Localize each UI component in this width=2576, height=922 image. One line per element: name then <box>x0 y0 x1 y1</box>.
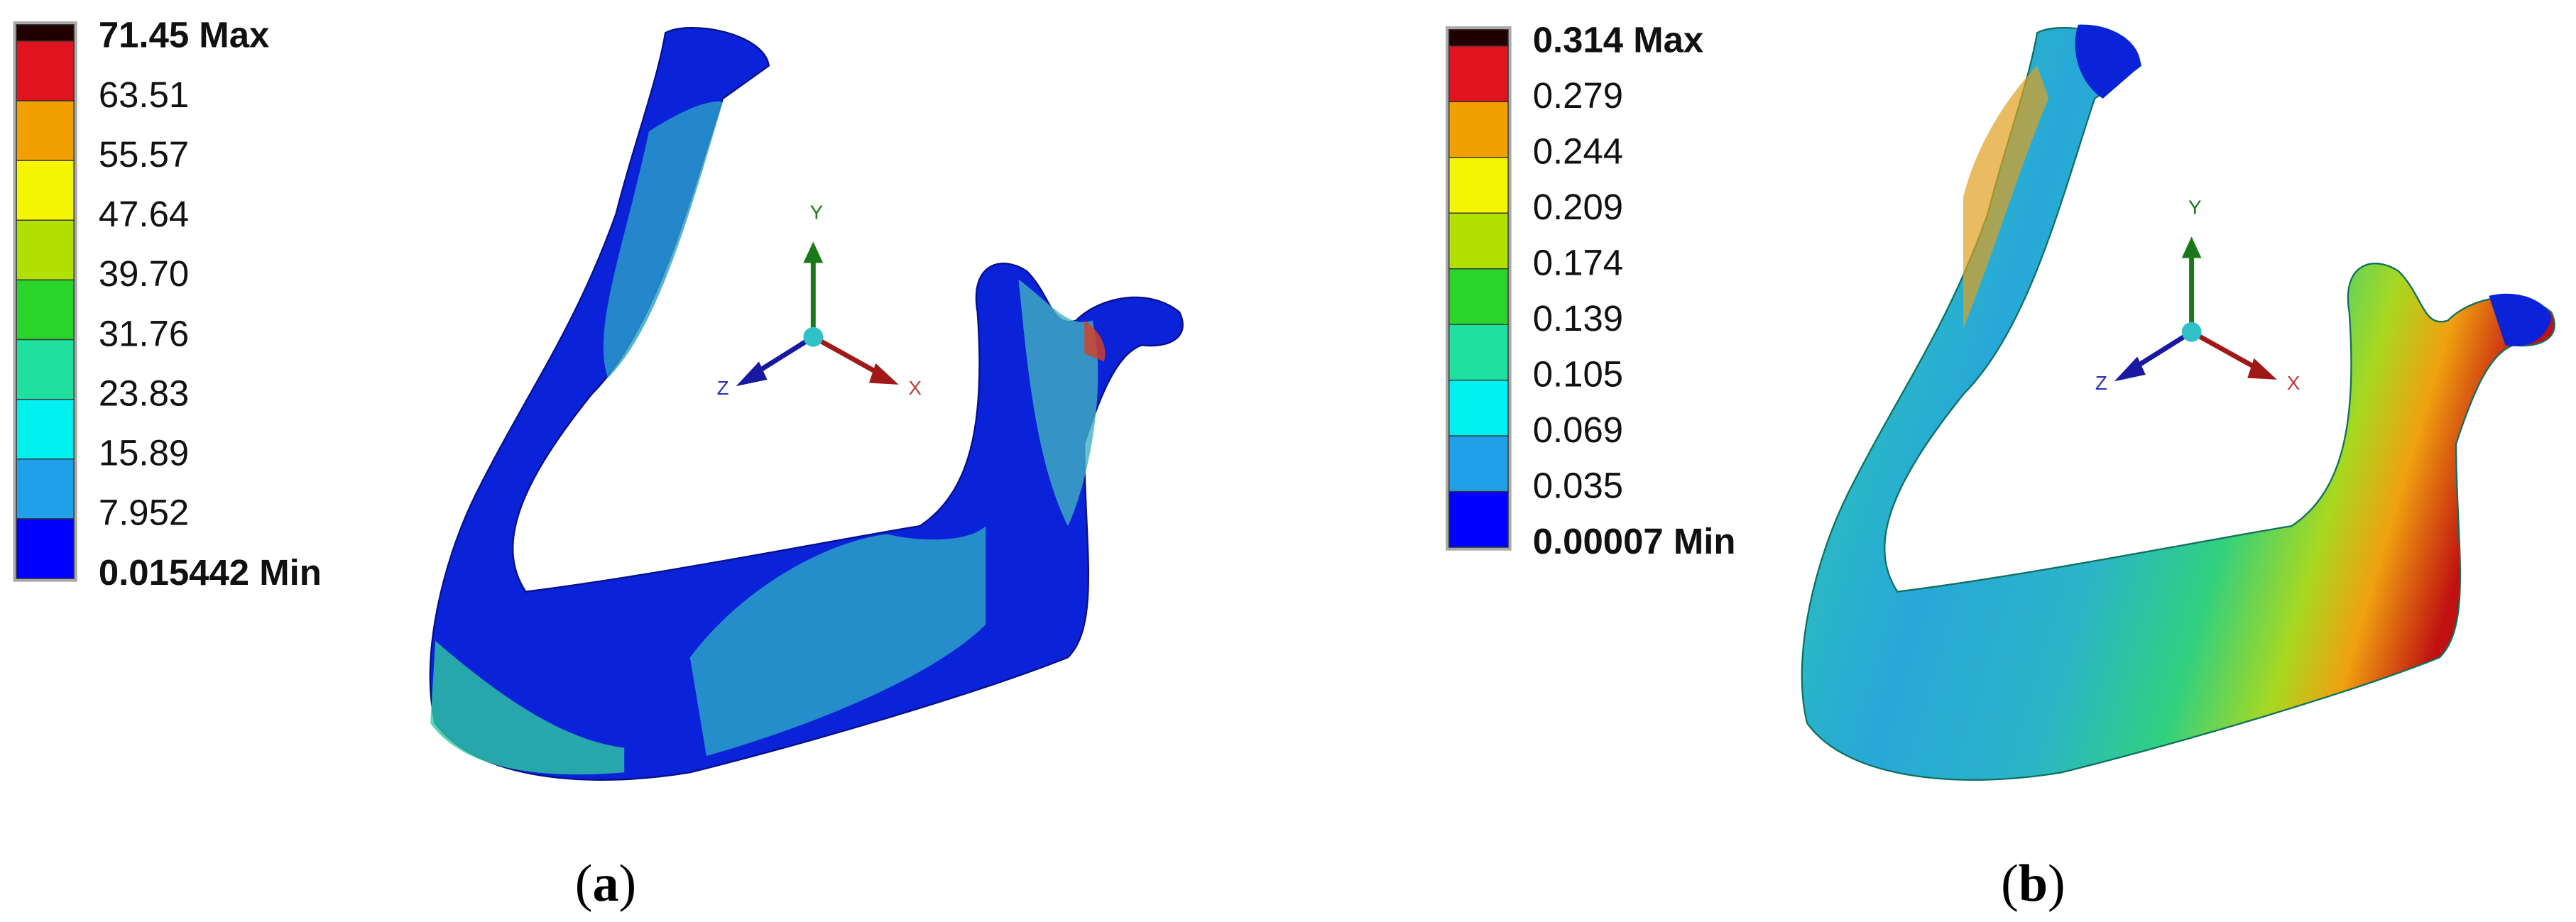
legend-label: 0.105 <box>1533 353 1623 394</box>
legend-band <box>1448 435 1509 493</box>
legend-label: 0.244 <box>1533 131 1623 172</box>
legend-band <box>1448 101 1509 158</box>
legend-label: 55.57 <box>99 134 189 175</box>
x-axis-label: X <box>2287 372 2301 394</box>
mandible-b <box>1801 24 2555 781</box>
x-axis-label: X <box>909 377 922 399</box>
caption-part: a <box>592 855 618 913</box>
caption-part: ( <box>2001 855 2019 913</box>
caption-part: ) <box>619 855 637 913</box>
legend-band <box>16 100 75 161</box>
legend-band <box>16 398 75 460</box>
legend-label: 23.83 <box>99 373 189 413</box>
y-arrowhead <box>2181 236 2202 258</box>
legend-label: 0.015442 Min <box>99 552 322 593</box>
y-arrowhead <box>803 241 824 263</box>
legend-band <box>1448 379 1509 437</box>
legend-label: 47.64 <box>99 194 189 234</box>
z-axis-label: Z <box>2095 372 2107 394</box>
triad-origin <box>2181 322 2202 342</box>
legend-label: 71.45 Max <box>99 15 269 55</box>
legend-band <box>1448 324 1509 381</box>
caption: (a) <box>575 855 636 913</box>
legend: 71.45 Max 63.51 55.57 47.64 39.70 31.76 23.83 1… <box>13 15 322 593</box>
y-axis-label: Y <box>2188 196 2202 218</box>
legend-band <box>1448 268 1509 325</box>
legend-band <box>16 24 75 42</box>
legend-band <box>1448 28 1509 47</box>
legend-band <box>16 279 75 341</box>
legend-band <box>16 339 75 400</box>
x-arrowhead <box>2247 358 2277 380</box>
legend-label: 0.279 <box>1533 75 1623 116</box>
caption: (b) <box>2001 855 2065 913</box>
y-axis-label: Y <box>810 201 824 223</box>
caption-part: ( <box>575 855 593 913</box>
legend-label: 0.314 Max <box>1533 20 1703 60</box>
z-arrowhead <box>2114 356 2146 382</box>
legend-band <box>16 40 75 101</box>
legend-band <box>1448 490 1509 548</box>
legend-band <box>16 219 75 281</box>
z-arrowhead <box>736 361 768 387</box>
legend-label: 0.209 <box>1533 187 1623 227</box>
coordinate-triad: Y X Z <box>717 201 922 399</box>
legend-band <box>16 518 75 579</box>
legend: 0.314 Max 0.279 0.244 0.209 0.174 0.139 0.105 0… <box>1446 20 1735 561</box>
legend-label: 31.76 <box>99 313 189 353</box>
coordinate-triad: Y X Z <box>2095 196 2300 394</box>
legend-label: 63.51 <box>99 75 189 115</box>
legend-label: 0.00007 Min <box>1533 521 1736 561</box>
legend-band <box>1448 212 1509 270</box>
legend-label: 7.952 <box>99 493 189 533</box>
legend-band <box>16 160 75 221</box>
annotations: 71.45 Max 63.51 55.57 47.64 39.70 31.76 23.83 1… <box>13 15 2300 913</box>
legend-label: 15.89 <box>99 433 189 473</box>
legend-label: 0.174 <box>1533 243 1623 283</box>
legend-label: 39.70 <box>99 253 189 294</box>
legend-band <box>1448 157 1509 214</box>
legend-band <box>1448 45 1509 102</box>
legend-label: 0.139 <box>1533 298 1623 339</box>
legend-band <box>16 459 75 520</box>
legend-label: 0.035 <box>1533 465 1623 505</box>
triad-origin <box>803 326 824 347</box>
mandible-a <box>429 27 1184 781</box>
legend-label: 0.069 <box>1533 410 1623 450</box>
caption-part: ) <box>2048 855 2065 913</box>
z-axis-label: Z <box>717 377 729 399</box>
caption-part: b <box>2019 855 2048 913</box>
x-arrowhead <box>868 363 899 385</box>
